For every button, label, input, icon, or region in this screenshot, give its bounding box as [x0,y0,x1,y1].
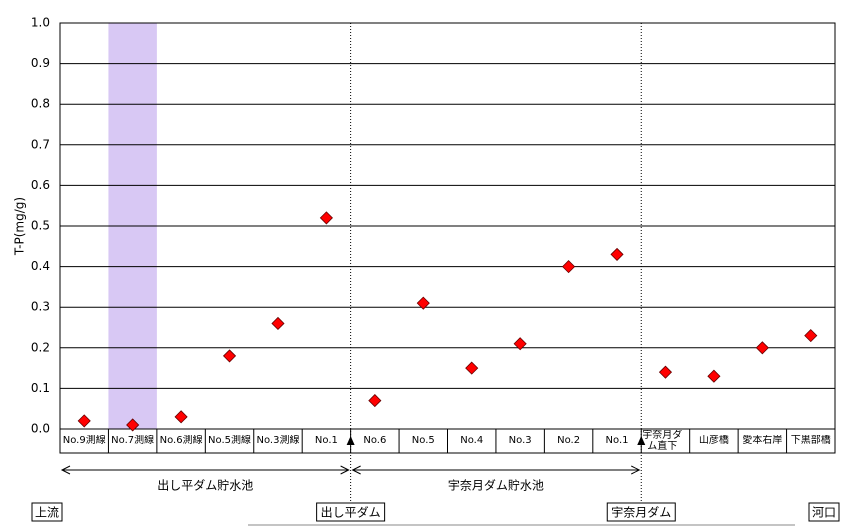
dam-label-box [606,502,676,522]
data-point [465,361,479,375]
y-tick-label: 0.9 [31,56,50,70]
arrow-head [351,465,361,475]
data-point [77,414,91,428]
reservoir-label: 出し平ダム貯水池 [157,478,253,493]
estuary-label: 河口 [812,506,836,520]
arrow-head [631,465,641,475]
x-tick-label: No.1 [314,435,338,446]
x-tick-label: No.7測線 [111,435,155,446]
y-axis-label: T-P(mg/g) [13,197,27,256]
x-tick-label: No.1 [605,435,629,446]
dam-marker [637,436,646,445]
y-tick-label: 1.0 [31,16,50,30]
data-point [416,296,430,310]
x-tick-label: No.6 [363,435,387,446]
x-tick-label: No.3 [508,435,532,446]
arrow-head [60,465,71,475]
upstream-label: 上流 [35,506,59,520]
y-tick-label: 0.1 [31,381,50,395]
upstream-label-box [31,502,63,522]
y-tick-label: 0.7 [31,137,50,151]
data-point [562,260,576,274]
data-point [513,337,527,351]
estuary-label-box [808,502,840,522]
x-tick-label: No.5 [411,435,435,446]
y-tick-label: 0.2 [31,340,50,354]
x-tick-label: 山彦橋 [698,435,729,446]
dam-label: 出し平ダム [321,505,381,520]
x-tick-label: No.2 [557,435,581,446]
x-tick-label: No.3測線 [256,435,300,446]
x-tick-label: 下黒部橋 [790,435,831,446]
data-point [658,365,673,379]
x-tick-label: No.4 [460,435,484,446]
x-tick-label: No.9測線 [62,435,106,446]
data-point [271,316,285,331]
y-tick-label: 0.4 [31,259,50,273]
data-point [126,418,140,432]
dam-label-box [316,502,386,522]
data-point [804,329,818,343]
x-tick-label: 宇奈月ダム直下 [642,430,683,452]
x-tick-label: No.6測線 [159,435,203,446]
data-point [319,211,333,225]
reservoir-label: 宇奈月ダム貯水池 [448,478,544,493]
data-point [610,247,624,261]
y-tick-label: 0.5 [31,219,50,233]
data-point [755,341,769,355]
dam-label: 宇奈月ダム [611,505,671,520]
x-tick-label: 愛本右岸 [742,435,783,446]
data-point [222,349,237,363]
data-point [368,394,382,408]
y-tick-label: 0.8 [31,97,50,111]
data-point [707,369,721,383]
x-tick-label: No.5測線 [208,435,252,446]
dam-marker [346,436,355,445]
arrow-head [340,465,350,475]
data-point [174,410,188,424]
y-tick-label: 0.3 [31,300,50,314]
y-tick-label: 0.6 [31,178,50,192]
y-tick-label: 0.0 [31,422,50,436]
